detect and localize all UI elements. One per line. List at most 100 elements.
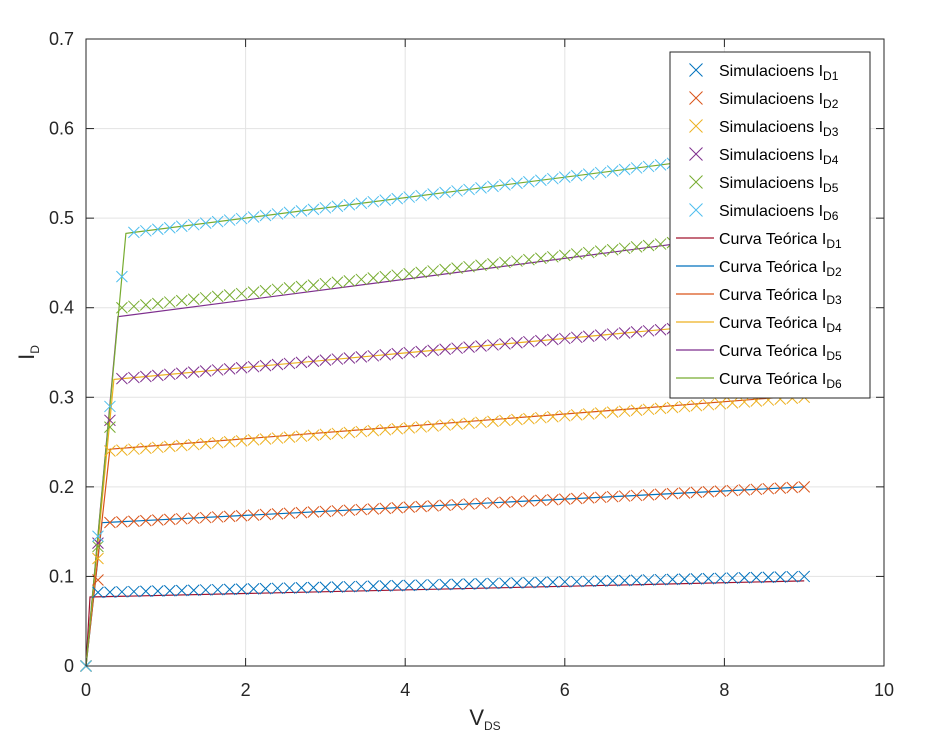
simulation-point	[223, 214, 236, 226]
simulation-point	[355, 425, 368, 438]
simulation-point	[211, 290, 224, 303]
simulation-point	[558, 332, 571, 345]
simulation-point	[116, 372, 128, 385]
simulation-point	[594, 166, 607, 179]
simulation-point	[714, 397, 727, 410]
simulation-point	[523, 412, 535, 425]
simulation-point	[594, 329, 607, 342]
simulation-point	[199, 365, 212, 377]
simulation-point	[271, 432, 284, 444]
simulation-point	[774, 571, 787, 583]
legend-marker-icon	[689, 119, 703, 133]
simulation-point	[379, 423, 392, 436]
simulation-point	[511, 413, 523, 426]
simulation-point	[499, 496, 511, 509]
simulation-point	[582, 246, 595, 259]
simulation-point	[451, 185, 463, 197]
simulation-point	[163, 440, 176, 453]
simulation-point	[187, 512, 200, 525]
simulation-point	[762, 482, 775, 495]
x-tick-label: 4	[400, 680, 410, 700]
simulation-point	[104, 445, 116, 457]
x-tick-label: 10	[874, 680, 894, 700]
legend-marker-icon	[689, 63, 703, 77]
simulation-point	[104, 400, 116, 413]
simulation-point	[343, 274, 356, 287]
simulation-point	[558, 575, 571, 588]
simulation-point	[391, 579, 404, 592]
simulation-point	[570, 169, 583, 182]
simulation-point	[223, 583, 236, 596]
y-tick-label: 0.2	[49, 477, 74, 497]
simulation-point	[475, 497, 487, 510]
simulation-point	[403, 579, 416, 592]
simulation-point	[175, 367, 188, 380]
simulation-point	[463, 417, 475, 430]
simulation-point	[175, 584, 188, 597]
simulation-point	[427, 500, 439, 512]
simulation-point	[415, 579, 428, 591]
simulation-point	[798, 570, 811, 583]
simulation-point	[546, 493, 559, 506]
simulation-point	[104, 516, 116, 529]
simulation-point	[307, 279, 320, 291]
simulation-point	[319, 581, 332, 594]
simulation-point	[666, 401, 679, 414]
simulation-point	[175, 294, 188, 307]
simulation-point	[642, 574, 655, 586]
simulation-point	[259, 433, 272, 445]
simulation-point	[546, 333, 559, 346]
simulation-point	[391, 422, 404, 435]
simulation-point	[439, 499, 451, 512]
simulation-point	[223, 289, 236, 301]
simulation-point	[187, 584, 200, 597]
y-axis-label: ID	[14, 345, 42, 360]
simulation-point	[223, 510, 236, 523]
simulation-point	[307, 203, 320, 216]
simulation-point	[403, 501, 416, 513]
simulation-point	[487, 258, 499, 270]
simulation-point	[594, 245, 607, 257]
simulation-point	[187, 438, 200, 451]
simulation-point	[199, 511, 212, 524]
simulation-point	[235, 434, 248, 447]
simulation-point	[606, 490, 619, 503]
simulation-point	[116, 444, 128, 456]
simulation-point	[187, 218, 200, 231]
simulation-point	[403, 267, 416, 280]
simulation-point	[139, 224, 152, 237]
simulation-point	[463, 183, 475, 196]
simulation-point	[511, 255, 523, 267]
simulation-point	[511, 577, 523, 589]
simulation-point	[211, 583, 224, 596]
legend-marker-icon	[689, 203, 703, 217]
simulation-point	[750, 483, 763, 496]
x-tick-label: 8	[719, 680, 729, 700]
simulation-point	[295, 205, 308, 217]
simulation-point	[439, 343, 451, 356]
simulation-point	[343, 504, 356, 517]
simulation-point	[367, 272, 380, 284]
simulation-point	[570, 492, 583, 505]
simulation-point	[690, 486, 703, 499]
simulation-point	[678, 400, 691, 413]
simulation-point	[558, 249, 571, 262]
legend-marker-icon	[689, 175, 703, 189]
simulation-point	[379, 580, 392, 592]
simulation-point	[463, 498, 475, 510]
simulation-point	[546, 172, 559, 185]
simulation-point	[343, 198, 356, 211]
simulation-point	[618, 327, 631, 339]
simulation-point	[738, 571, 751, 584]
legend-entry: Curva Teórica ID5	[676, 343, 842, 363]
simulation-point	[786, 570, 799, 583]
simulation-point	[582, 492, 595, 504]
simulation-point	[319, 428, 332, 441]
simulation-point	[415, 266, 428, 279]
legend-label: Curva Teórica ID4	[719, 315, 842, 335]
simulation-point	[726, 396, 739, 409]
simulation-point	[331, 200, 344, 213]
simulation-point	[678, 487, 691, 499]
simulation-point	[343, 352, 356, 364]
